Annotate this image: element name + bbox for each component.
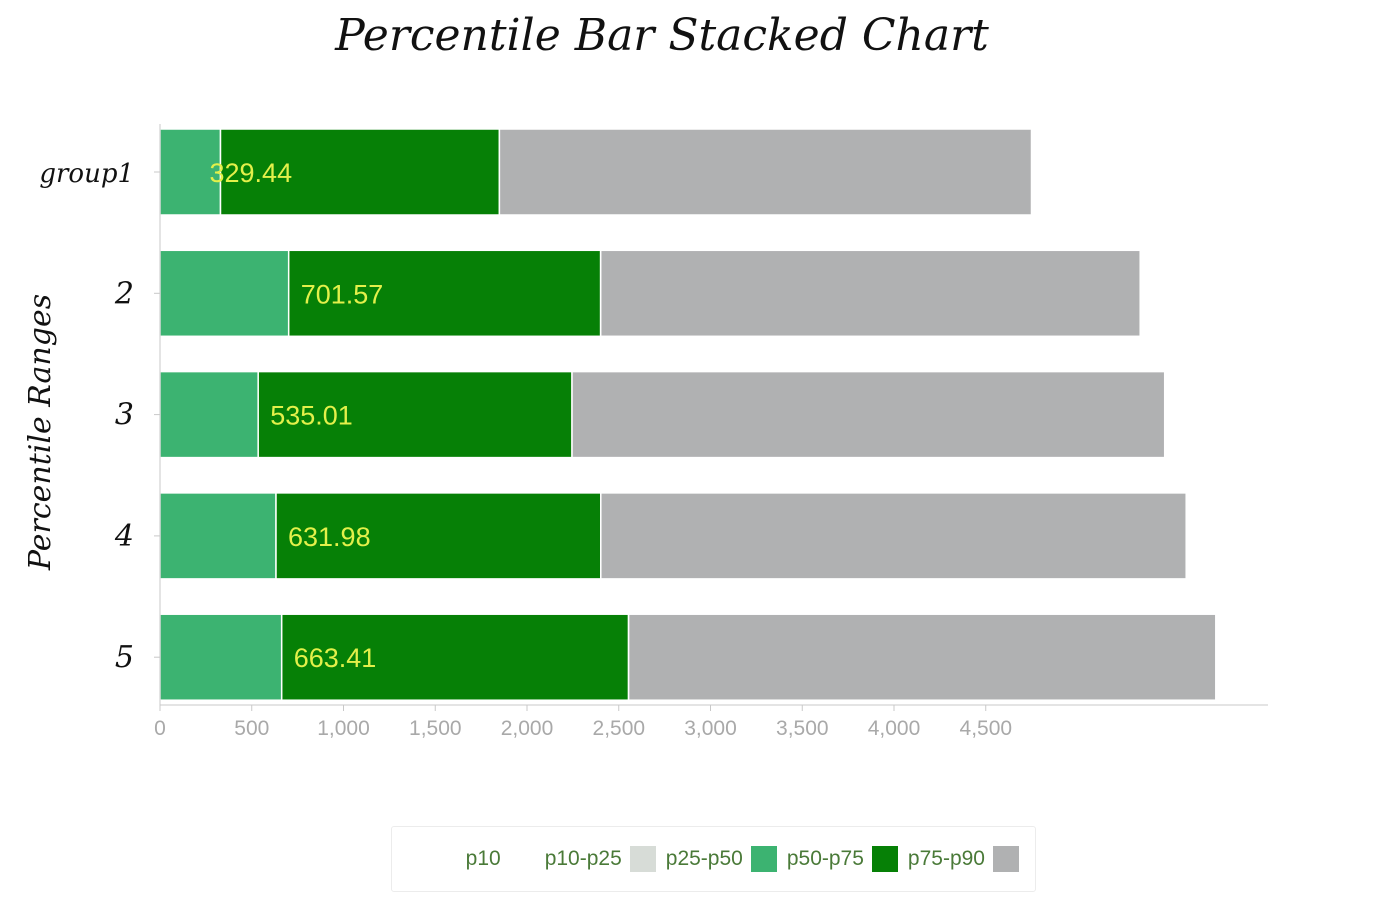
plot-area: 329.44 group1 701.57 2 535.01 3 631.98 4 663.41 5… [39,124,1268,740]
x-tick-label-500: 500 [234,717,269,740]
x-tick-label-3,000: 3,000 [684,717,737,740]
legend-swatch [508,846,535,872]
legend: p10 p10-p25 p25-p50 p50-p75 p75-p90 [391,826,1036,892]
bar-p50-p75-5 [280,613,630,701]
bar-p75-p90-group1 [498,128,1033,216]
x-tick-label-1,500: 1,500 [409,717,462,740]
category-label-4: 4 [114,519,134,554]
legend-label: p75-p90 [907,847,985,870]
legend-item-p10-p25[interactable]: p10-p25 [545,846,656,872]
bar-p25-p50-group1 [159,128,222,216]
category-label-2: 2 [114,276,134,311]
data-label-5: 663.41 [294,643,377,673]
x-tick-label-0: 0 [154,717,166,740]
category-label-3: 3 [115,398,134,433]
bar-p75-p90-3 [571,370,1166,459]
category-label-group1: group1 [39,159,134,189]
legend-swatch [993,846,1019,872]
x-tick-label-4,000: 4,000 [868,717,921,740]
bar-p50-p75-group1 [219,128,501,216]
bar-p75-p90-2 [599,249,1141,338]
legend-item-p50-p75[interactable]: p50-p75 [787,846,898,872]
bar-p25-p50-2 [159,249,290,338]
legend-item-p10[interactable]: p10 [466,846,535,872]
legend-swatch [629,846,656,872]
x-tick-label-1,000: 1,000 [317,717,370,740]
data-label-group1: 329.44 [210,158,293,188]
x-tick-label-2,000: 2,000 [501,717,554,740]
bar-p25-p50-5 [159,613,283,701]
chart-title: Percentile Bar Stacked Chart [334,10,989,61]
x-tick-label-2,500: 2,500 [593,717,646,740]
data-label-4: 631.98 [288,522,371,552]
bar-p50-p75-4 [275,492,602,580]
legend-swatch [750,846,777,872]
legend-swatch [871,846,898,872]
data-label-2: 701.57 [301,279,384,309]
x-tick-label-3,500: 3,500 [776,717,829,740]
bar-p50-p75-3 [257,370,573,459]
x-tick-label-4,500: 4,500 [960,717,1013,740]
legend-label: p10 [465,847,501,870]
legend-label: p25-p50 [665,847,743,870]
bar-p75-p90-5 [627,613,1217,701]
y-axis-label: Percentile Ranges [23,294,58,571]
legend-item-p25-p50[interactable]: p25-p50 [666,846,777,872]
data-label-3: 535.01 [270,401,353,431]
legend-label: p50-p75 [786,847,864,870]
bar-p25-p50-4 [159,492,277,580]
bar-p75-p90-4 [600,492,1187,580]
legend-label: p10-p25 [544,847,622,870]
bar-p25-p50-3 [159,370,259,459]
bar-p50-p75-2 [287,249,602,338]
legend-item-p75-p90[interactable]: p75-p90 [908,846,1019,872]
category-label-5: 5 [115,640,134,675]
